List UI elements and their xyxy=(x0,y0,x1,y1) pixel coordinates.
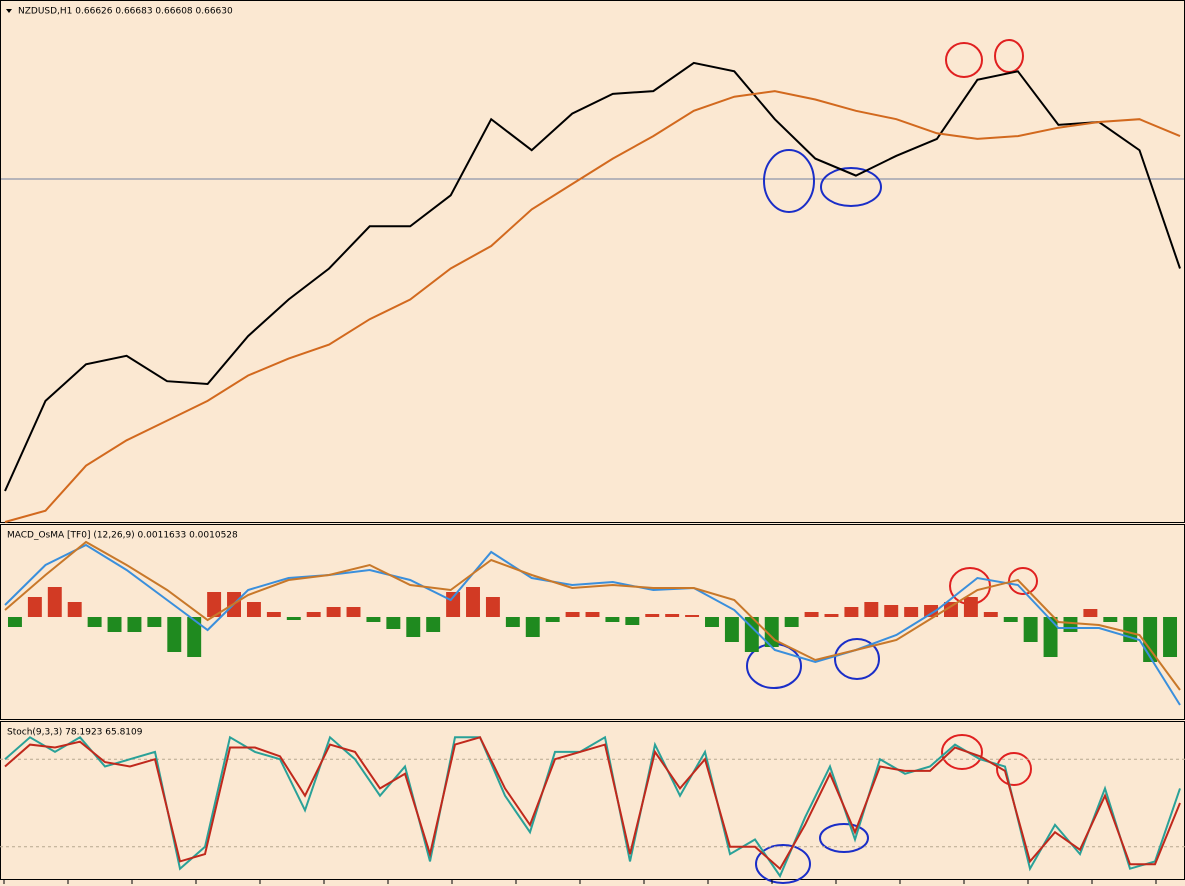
histogram-bar xyxy=(1163,617,1178,657)
histogram-bar xyxy=(545,617,560,622)
histogram-bar xyxy=(705,617,719,627)
histogram-bar xyxy=(47,587,62,617)
series-line xyxy=(4,736,1181,871)
series-line xyxy=(4,543,1181,706)
histogram-bar xyxy=(864,602,879,617)
histogram-bar xyxy=(724,617,739,642)
histogram-bar xyxy=(585,612,600,617)
histogram-bar xyxy=(884,605,899,617)
histogram-bar xyxy=(904,607,919,617)
histogram-bar xyxy=(366,617,381,622)
blue-circle xyxy=(820,167,882,207)
series-line xyxy=(4,61,1181,492)
series-line xyxy=(4,90,1181,523)
histogram-bar xyxy=(466,587,480,617)
histogram-bar xyxy=(107,617,122,632)
histogram-bar xyxy=(485,597,500,617)
histogram-bar xyxy=(1003,617,1018,622)
blue-circle xyxy=(819,823,869,853)
series-line xyxy=(4,540,1181,691)
histogram-bar xyxy=(386,617,401,629)
blue-circle xyxy=(755,844,811,884)
histogram-bar xyxy=(625,617,640,625)
histogram-bar xyxy=(346,607,361,617)
histogram-bar xyxy=(246,602,261,617)
histogram-bar xyxy=(804,612,819,617)
histogram-bar xyxy=(87,617,102,627)
histogram-bar xyxy=(665,614,680,617)
series-line xyxy=(4,735,1181,879)
red-circle xyxy=(941,734,983,770)
histogram-bar xyxy=(924,605,939,617)
red-circle xyxy=(1008,567,1038,595)
blue-circle xyxy=(763,149,815,213)
histogram-bar xyxy=(127,617,142,632)
histogram-bar xyxy=(147,617,162,627)
histogram-bar xyxy=(67,602,82,617)
histogram-bar xyxy=(824,614,839,617)
histogram-bar xyxy=(525,617,540,637)
histogram-bar xyxy=(744,617,759,652)
histogram-bar xyxy=(426,617,441,632)
collapse-arrow xyxy=(6,9,12,13)
histogram-bar xyxy=(944,602,958,617)
histogram-bar xyxy=(7,617,22,627)
histogram-bar xyxy=(505,617,520,627)
histogram-bar xyxy=(1063,617,1078,632)
histogram-bar xyxy=(645,614,660,617)
histogram-bar xyxy=(685,615,700,617)
histogram-bar xyxy=(27,597,42,617)
histogram-bar xyxy=(266,612,281,617)
histogram-bar xyxy=(446,592,461,617)
histogram-bar xyxy=(326,607,341,617)
histogram-bar xyxy=(187,617,202,657)
panel-title: MACD_OsMA [TF0] (12,26,9) 0.0011633 0.00… xyxy=(7,531,238,541)
histogram-bar xyxy=(1083,609,1098,617)
histogram-bar xyxy=(306,612,321,617)
histogram-bar xyxy=(963,597,978,617)
red-circle xyxy=(994,39,1024,73)
panel-title: NZDUSD,H1 0.66626 0.66683 0.66608 0.6663… xyxy=(18,7,233,17)
histogram-bar xyxy=(167,617,182,652)
histogram-bar xyxy=(1043,617,1058,657)
histogram-bar xyxy=(1023,617,1038,642)
histogram-bar xyxy=(605,617,620,622)
histogram-bar xyxy=(983,612,998,617)
histogram-bar xyxy=(844,607,859,617)
histogram-bar xyxy=(565,612,580,617)
red-circle xyxy=(945,42,983,78)
histogram-bar xyxy=(207,592,222,617)
red-circle xyxy=(996,752,1032,786)
histogram-bar xyxy=(784,617,799,627)
blue-circle xyxy=(834,638,880,680)
histogram-bar xyxy=(286,617,301,620)
histogram-bar xyxy=(1103,617,1118,622)
panel-title: Stoch(9,3,3) 78.1923 65.8109 xyxy=(7,728,143,738)
histogram-bar xyxy=(406,617,421,637)
